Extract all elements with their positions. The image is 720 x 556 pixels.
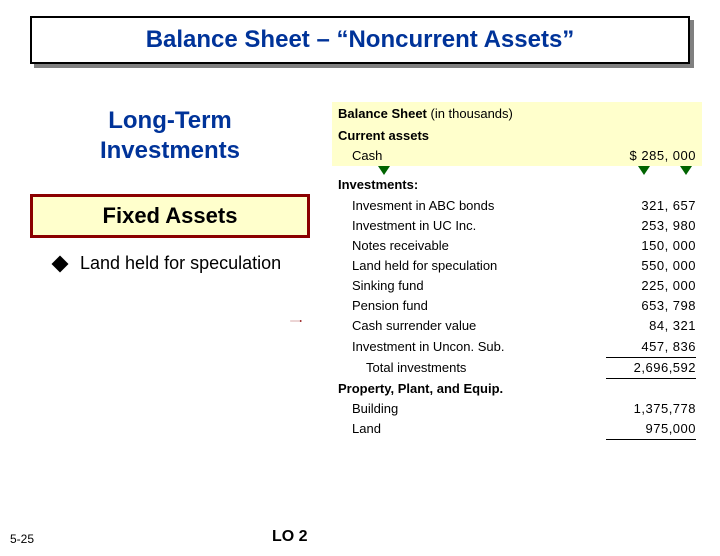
row-amount: 1,375,778: [606, 399, 696, 419]
row-total-investments: Total investments 2,696,592: [332, 358, 702, 379]
slide-number: 5-25: [10, 532, 34, 546]
sheet-title-bold: Balance Sheet: [338, 106, 427, 121]
row-inv: Pension fund 653, 798: [332, 296, 702, 316]
row-label: Building: [338, 399, 606, 419]
sheet-title-row: Balance Sheet (in thousands): [332, 102, 702, 126]
row-amount: 253, 980: [606, 216, 696, 236]
row-label: Pension fund: [338, 296, 606, 316]
row-amount: 150, 000: [606, 236, 696, 256]
row-inv: Invesment in ABC bonds 321, 657: [332, 196, 702, 216]
row-label: Land held for speculation: [338, 256, 606, 276]
row-label: Total investments: [338, 358, 606, 379]
row-label: Investment in UC Inc.: [338, 216, 606, 236]
fixed-assets-box: Fixed Assets: [30, 194, 310, 238]
row-inv-land: Land held for speculation 550, 000: [332, 256, 702, 276]
row-label: Sinking fund: [338, 276, 606, 296]
section-ppe: Property, Plant, and Equip.: [332, 379, 702, 399]
row-amount: $ 285, 000: [606, 146, 696, 166]
row-amount: 975,000: [606, 419, 696, 440]
row-amount: 321, 657: [606, 196, 696, 216]
subtitle: Long-Term Investments: [30, 106, 310, 166]
slide-title-bar: Balance Sheet – “Noncurrent Assets”: [30, 16, 690, 64]
section-label: Property, Plant, and Equip.: [338, 379, 696, 399]
row-ppe: Building 1,375,778: [332, 399, 702, 419]
section-investments: Investments:: [332, 175, 702, 195]
subtitle-line-2: Investments: [100, 137, 240, 164]
row-label: Notes receivable: [338, 236, 606, 256]
subtitle-line-1: Long-Term: [108, 107, 232, 134]
row-ppe: Land 975,000: [332, 419, 702, 440]
triangle-down-icon: [638, 166, 650, 175]
diamond-bullet-icon: [52, 256, 69, 273]
row-label: Invesment in ABC bonds: [338, 196, 606, 216]
row-inv: Investment in Uncon. Sub. 457, 836: [332, 337, 702, 358]
left-column: Long-Term Investments Fixed Assets Land …: [30, 106, 310, 275]
sheet-title-rest: (in thousands): [427, 106, 513, 121]
triangle-down-icon: [680, 166, 692, 175]
row-label: Land: [338, 419, 606, 440]
row-label: Investment in Uncon. Sub.: [338, 337, 606, 358]
row-cash: Cash $ 285, 000: [332, 146, 702, 166]
bullet-row: Land held for speculation: [30, 252, 310, 275]
row-inv: Notes receivable 150, 000: [332, 236, 702, 256]
triangle-down-icon: [378, 166, 390, 175]
row-inv: Cash surrender value 84, 321: [332, 316, 702, 336]
slide-title: Balance Sheet – “Noncurrent Assets”: [146, 26, 575, 53]
row-amount: 84, 321: [606, 316, 696, 336]
row-inv: Sinking fund 225, 000: [332, 276, 702, 296]
row-label: Cash: [338, 146, 606, 166]
row-amount: 550, 000: [606, 256, 696, 276]
expand-triangles-row: [332, 166, 702, 175]
section-label: Current assets: [338, 126, 696, 146]
bullet-text: Land held for speculation: [80, 252, 281, 275]
pointer-arrow-icon: [261, 320, 331, 322]
learning-objective: LO 2: [272, 528, 308, 546]
row-amount: 225, 000: [606, 276, 696, 296]
row-amount: 457, 836: [606, 337, 696, 358]
section-label: Investments:: [338, 175, 696, 195]
row-label: Cash surrender value: [338, 316, 606, 336]
row-amount: 653, 798: [606, 296, 696, 316]
row-inv: Investment in UC Inc. 253, 980: [332, 216, 702, 236]
section-current-assets: Current assets: [332, 126, 702, 146]
row-amount: 2,696,592: [606, 358, 696, 379]
balance-sheet-table: Balance Sheet (in thousands) Current ass…: [332, 102, 702, 440]
